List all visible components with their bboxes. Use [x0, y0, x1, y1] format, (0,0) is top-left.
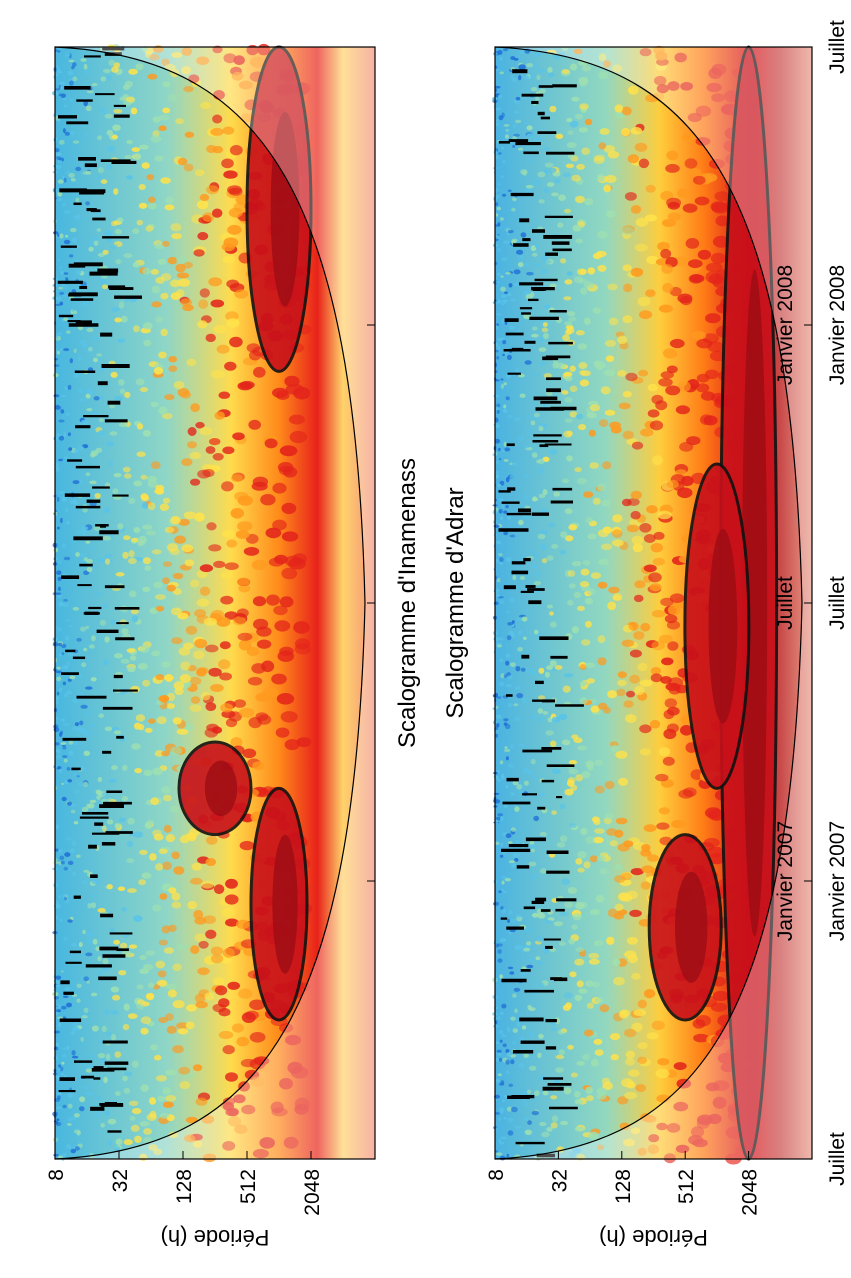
time-tick-label: Janvier 2007	[774, 821, 797, 941]
period-tick-label: 512	[675, 1169, 698, 1204]
period-tick-label: 8	[485, 1169, 508, 1181]
cone-of-influence	[494, 46, 803, 1160]
period-tick-label: 128	[612, 1169, 635, 1204]
time-tick-label: Janvier 2007	[826, 821, 849, 941]
time-tick-label: Juillet	[826, 20, 849, 74]
chart-title: Scalogramme d'Adrar	[442, 487, 469, 718]
period-axis-label: Période (h)	[599, 1225, 708, 1250]
time-tick-label: Juillet	[826, 1132, 849, 1186]
period-axis-label: Période (h)	[161, 1225, 270, 1250]
period-tick-label: 32	[548, 1169, 571, 1192]
time-tick-label: Janvier 2008	[774, 265, 797, 385]
scalogram-panel-2	[492, 45, 813, 1165]
period-tick-label: 2048	[739, 1169, 762, 1216]
coi-shade	[55, 47, 375, 1159]
significance-contours	[498, 69, 584, 1158]
time-tick-label: Janvier 2008	[826, 265, 849, 385]
cone-of-influence	[54, 46, 366, 1160]
chart-title: Scalogramme d'Inamenass	[394, 458, 421, 748]
period-tick-label: 128	[173, 1169, 196, 1204]
period-tick-label: 8	[45, 1169, 68, 1181]
time-tick-label: Juillet	[826, 576, 849, 630]
period-tick-label: 512	[237, 1169, 260, 1204]
scalogram-panel-1	[52, 43, 376, 1163]
time-tick-label: Juillet	[774, 576, 797, 630]
period-tick-label: 32	[109, 1169, 132, 1192]
period-tick-label: 2048	[301, 1169, 324, 1216]
significance-contours	[57, 47, 142, 1133]
coi-shade	[495, 47, 812, 1159]
